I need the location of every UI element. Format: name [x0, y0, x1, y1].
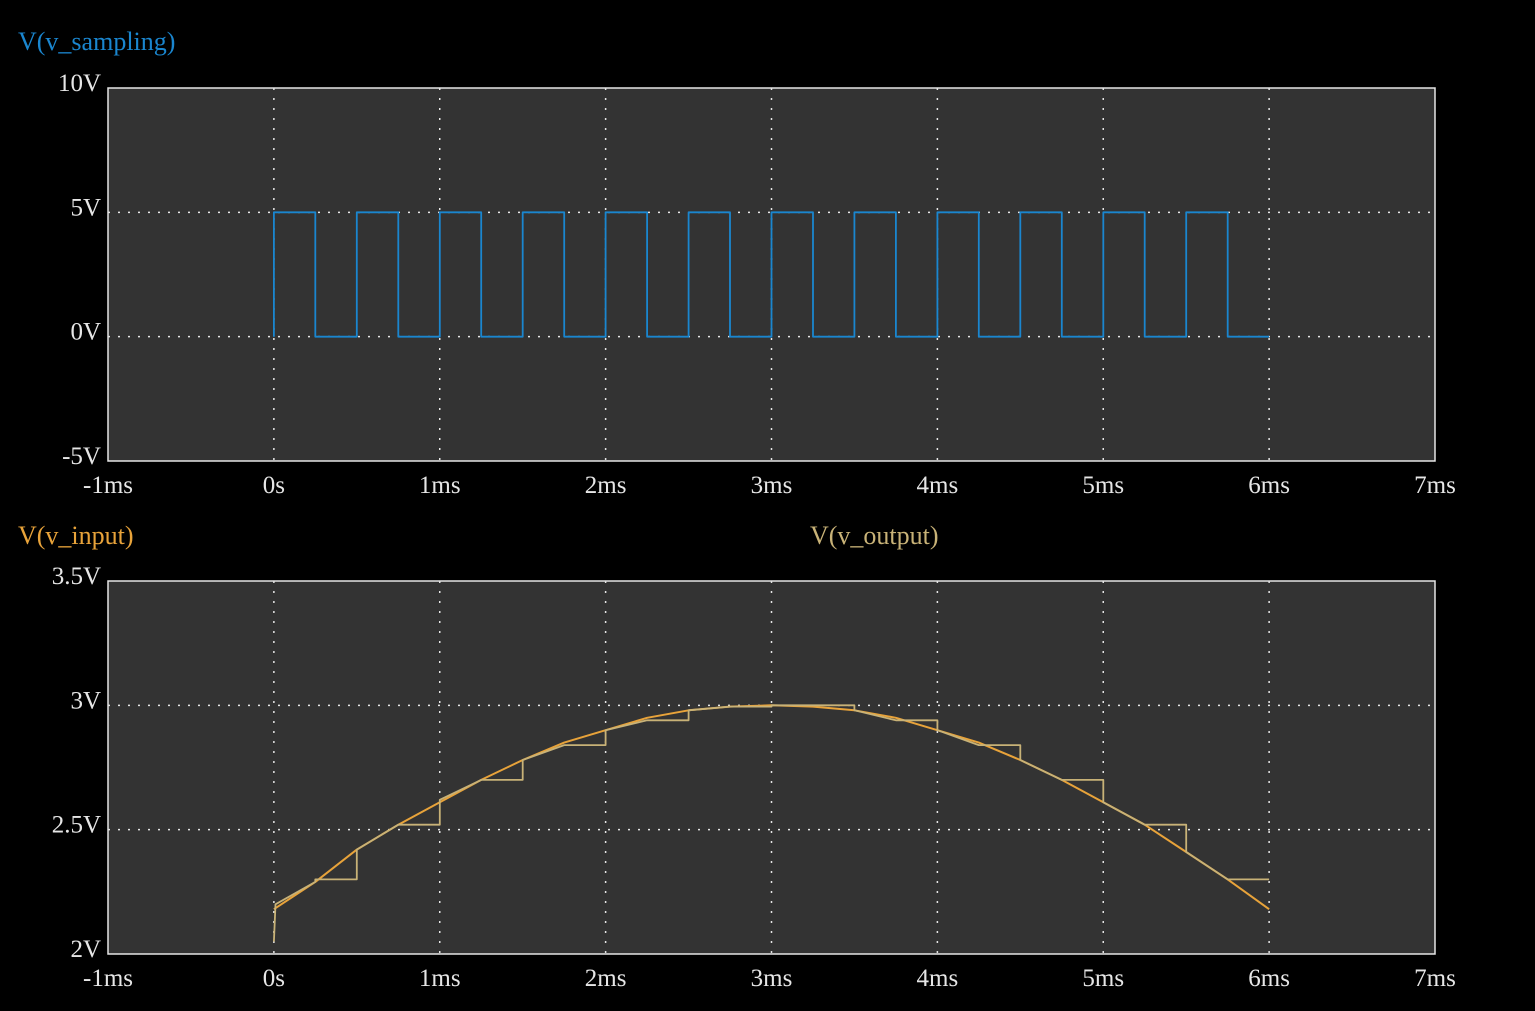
x-ticks-input-output: -1ms 0s 1ms 2ms 3ms 4ms 5ms 6ms 7ms — [83, 965, 1456, 992]
x-tick-label: 6ms — [1248, 965, 1290, 992]
panel-input-output: V(v_input) V(v_output) 3.5V 3V 2.5V 2V -1ms… — [18, 521, 1456, 992]
x-tick-label: 6ms — [1248, 472, 1290, 499]
series-line-vv_sampling — [272, 211, 1270, 338]
x-tick-label: 3ms — [751, 472, 793, 499]
x-tick-label: 4ms — [917, 965, 959, 992]
trace-title-sampling[interactable]: V(v_sampling) — [18, 27, 175, 56]
x-tick-label: 7ms — [1414, 472, 1456, 499]
plot-area-input-output — [107, 580, 1436, 955]
x-tick-label: 1ms — [419, 472, 461, 499]
x-tick-label: -1ms — [83, 965, 133, 992]
x-tick-label: 5ms — [1082, 965, 1124, 992]
x-tick-label: 7ms — [1414, 965, 1456, 992]
y-tick-label: 3.5V — [52, 563, 101, 590]
x-tick-label: 0s — [263, 472, 285, 499]
trace-title-output[interactable]: V(v_output) — [810, 521, 939, 550]
x-tick-label: 2ms — [585, 965, 627, 992]
y-tick-label: -5V — [62, 443, 101, 470]
y-tick-label: 2V — [70, 936, 101, 963]
x-tick-label: 2ms — [585, 472, 627, 499]
x-tick-label: 0s — [263, 965, 285, 992]
y-tick-label: 2.5V — [52, 812, 101, 839]
y-ticks-input-output: 3.5V 3V 2.5V 2V — [52, 563, 101, 963]
y-tick-label: 5V — [70, 194, 101, 221]
series-sampling — [272, 211, 1270, 338]
x-tick-label: 4ms — [917, 472, 959, 499]
y-tick-label: 10V — [58, 70, 101, 97]
x-tick-label: 1ms — [419, 965, 461, 992]
y-tick-label: 3V — [70, 687, 101, 714]
x-ticks-sampling: -1ms 0s 1ms 2ms 3ms 4ms 5ms 6ms 7ms — [83, 472, 1456, 499]
x-tick-label: 3ms — [751, 965, 793, 992]
series-line-vv_output — [273, 704, 1270, 942]
panel-sampling: V(v_sampling) 10V 5V 0V -5V -1ms 0s 1ms 2ms 3ms… — [18, 27, 1456, 499]
y-ticks-sampling: 10V 5V 0V -5V — [58, 70, 101, 470]
series-input-output — [273, 704, 1270, 942]
y-tick-label: 0V — [70, 319, 101, 346]
grid-input-output — [108, 581, 1435, 954]
x-tick-label: -1ms — [83, 472, 133, 499]
trace-title-input[interactable]: V(v_input) — [18, 521, 134, 550]
x-tick-label: 5ms — [1082, 472, 1124, 499]
